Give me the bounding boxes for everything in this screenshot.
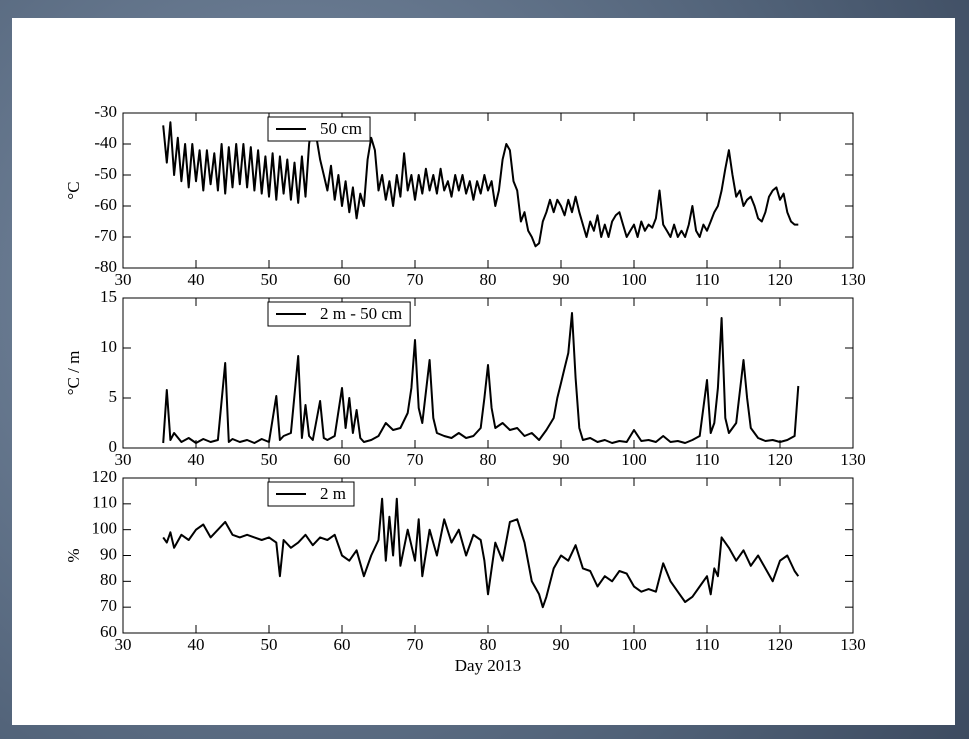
x-tick-label: 120	[767, 270, 793, 289]
x-axis-label: Day 2013	[455, 656, 522, 675]
x-tick-label: 50	[261, 635, 278, 654]
y-tick-label: 5	[109, 387, 118, 406]
y-tick-label: -60	[94, 195, 117, 214]
data-line	[162, 497, 800, 609]
x-tick-label: 130	[840, 270, 866, 289]
y-tick-label: 110	[92, 493, 117, 512]
x-tick-label: 80	[480, 270, 497, 289]
x-tick-label: 110	[695, 450, 720, 469]
x-tick-label: 40	[188, 270, 205, 289]
x-tick-label: 120	[767, 450, 793, 469]
x-tick-label: 100	[621, 635, 647, 654]
y-axis-label: °C	[64, 181, 83, 199]
x-tick-label: 80	[480, 450, 497, 469]
legend-label: 2 m	[320, 484, 346, 503]
x-tick-label: 90	[553, 270, 570, 289]
y-tick-label: 15	[100, 287, 117, 306]
legend-label: 50 cm	[320, 119, 362, 138]
data-line	[162, 312, 800, 444]
x-tick-label: 130	[840, 635, 866, 654]
y-tick-label: -80	[94, 257, 117, 276]
x-tick-label: 60	[334, 270, 351, 289]
x-tick-label: 130	[840, 450, 866, 469]
x-tick-label: 110	[695, 270, 720, 289]
canvas	[12, 18, 955, 725]
y-axis-label: °C / m	[64, 351, 83, 396]
x-tick-label: 30	[115, 270, 132, 289]
x-tick-label: 50	[261, 450, 278, 469]
x-tick-label: 90	[553, 635, 570, 654]
x-tick-label: 30	[115, 450, 132, 469]
y-tick-label: -70	[94, 226, 117, 245]
y-axis-label: %	[64, 548, 83, 562]
data-line	[162, 118, 799, 248]
legend-label: 2 m - 50 cm	[320, 304, 402, 323]
x-tick-label: 120	[767, 635, 793, 654]
x-tick-label: 100	[621, 450, 647, 469]
x-tick-label: 60	[334, 450, 351, 469]
y-tick-label: 120	[92, 467, 118, 486]
x-tick-label: 70	[407, 450, 424, 469]
x-tick-label: 40	[188, 635, 205, 654]
x-tick-label: 70	[407, 270, 424, 289]
y-tick-label: -40	[94, 133, 117, 152]
y-tick-label: 60	[100, 622, 117, 641]
y-tick-label: 10	[100, 337, 117, 356]
x-tick-label: 50	[261, 270, 278, 289]
y-tick-label: -50	[94, 164, 117, 183]
x-tick-label: 100	[621, 270, 647, 289]
x-tick-label: 110	[695, 635, 720, 654]
y-tick-label: 100	[92, 519, 118, 538]
x-tick-label: 70	[407, 635, 424, 654]
x-tick-label: 80	[480, 635, 497, 654]
x-tick-label: 30	[115, 635, 132, 654]
y-tick-label: 90	[100, 544, 117, 563]
x-tick-label: 40	[188, 450, 205, 469]
x-tick-label: 90	[553, 450, 570, 469]
y-tick-label: -30	[94, 102, 117, 121]
y-tick-label: 80	[100, 570, 117, 589]
x-tick-label: 60	[334, 635, 351, 654]
y-tick-label: 0	[109, 437, 118, 456]
y-tick-label: 70	[100, 596, 117, 615]
